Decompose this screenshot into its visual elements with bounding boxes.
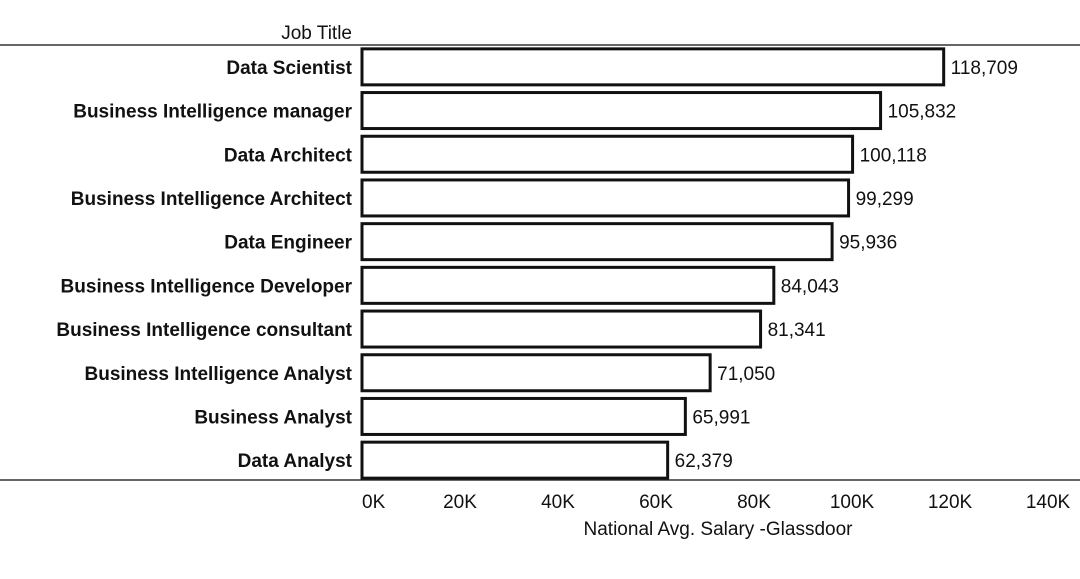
data-label: 95,936	[839, 233, 897, 254]
x-tick-label: 60K	[639, 492, 673, 513]
bar	[360, 440, 670, 480]
bar	[360, 222, 834, 262]
bar	[360, 265, 776, 305]
bar	[360, 309, 763, 349]
category-label: Business Intelligence Architect	[71, 189, 353, 210]
data-label: 84,043	[781, 276, 839, 297]
data-label: 62,379	[675, 451, 733, 472]
bar	[360, 91, 883, 131]
bar	[360, 47, 946, 87]
x-tick-label: 20K	[443, 492, 477, 513]
x-tick-label: 120K	[928, 492, 973, 513]
data-label: 100,118	[860, 145, 927, 166]
category-label: Business Intelligence manager	[73, 102, 352, 123]
data-label: 118,709	[951, 58, 1018, 79]
data-label: 65,991	[692, 407, 750, 428]
bar	[360, 396, 687, 436]
column-header-job-title: Job Title	[281, 23, 352, 44]
category-label: Business Analyst	[194, 407, 352, 428]
x-tick-label: 80K	[737, 492, 771, 513]
bar	[360, 134, 855, 174]
data-label: 105,832	[888, 102, 957, 123]
category-label: Data Scientist	[226, 58, 352, 79]
x-axis-ticks: 0K 20K 40K 60K 80K 100K 120K 140K	[362, 492, 1071, 513]
category-label: Data Architect	[224, 145, 353, 166]
data-label: 81,341	[768, 320, 826, 341]
x-tick-label: 0K	[362, 492, 386, 513]
data-label: 71,050	[717, 364, 775, 385]
bars-layer: Data Scientist 118,709 Business Intelligen…	[56, 47, 1018, 480]
data-label: 99,299	[856, 189, 914, 210]
x-axis-title: National Avg. Salary -Glassdoor	[584, 519, 854, 540]
category-label: Data Engineer	[224, 233, 352, 254]
category-label: Data Analyst	[238, 451, 353, 472]
bar	[360, 178, 851, 218]
x-tick-label: 100K	[830, 492, 875, 513]
bar	[360, 353, 712, 393]
x-tick-label: 140K	[1026, 492, 1071, 513]
x-tick-label: 40K	[541, 492, 575, 513]
category-label: Business Intelligence Analyst	[85, 364, 353, 385]
category-label: Business Intelligence consultant	[56, 320, 352, 341]
category-label: Business Intelligence Developer	[61, 276, 353, 297]
